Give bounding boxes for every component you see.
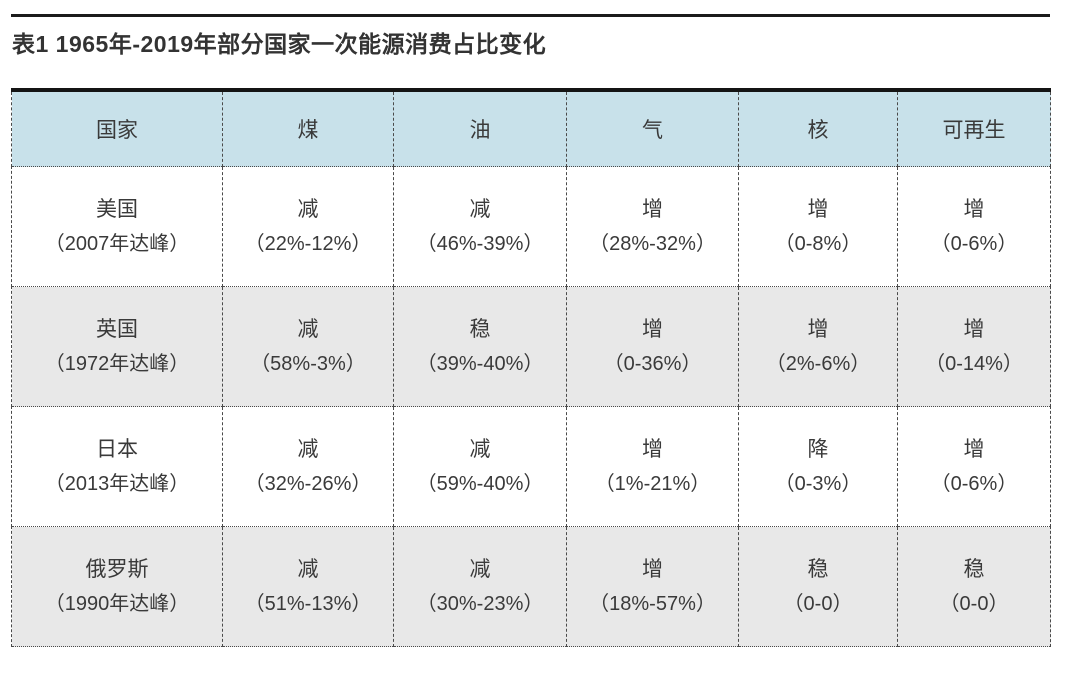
trend-range: （0-14%）	[925, 352, 1023, 375]
gas-cell: 增 （1%-21%）	[566, 406, 739, 527]
gas-cell: 增 （28%-32%）	[566, 166, 739, 287]
trend-range: （32%-26%）	[244, 472, 372, 495]
trend-label: 减	[469, 557, 491, 581]
country-peak-year: （2013年达峰）	[44, 472, 190, 495]
trend-range: （0-3%）	[774, 472, 862, 495]
trend-range: （46%-39%）	[416, 232, 544, 255]
trend-range: （22%-12%）	[244, 232, 372, 255]
column-header-country: 国家	[11, 90, 223, 167]
trend-label: 减	[469, 197, 491, 221]
trend-label: 增	[642, 197, 663, 221]
country-name: 俄罗斯	[85, 557, 149, 581]
country-name: 日本	[96, 437, 138, 461]
renewable-cell: 稳 （0-0）	[897, 526, 1051, 647]
oil-cell: 减 （59%-40%）	[393, 406, 567, 527]
trend-range: （58%-3%）	[250, 352, 366, 375]
renewable-cell: 增 （0-14%）	[897, 286, 1051, 407]
table-row-uk: 英国 （1972年达峰） 减 （58%-3%） 稳 （39%-40%） 增 （0…	[11, 286, 1051, 407]
trend-label: 增	[963, 197, 985, 221]
column-header-nuclear: 核	[738, 90, 898, 167]
energy-table: 国家 煤 油 气 核 可再生 美国 （2007年达峰） 减 （22%-12%）	[11, 88, 1051, 647]
trend-range: （1%-21%）	[594, 472, 711, 495]
trend-label: 增	[963, 437, 985, 461]
trend-label: 增	[642, 557, 663, 581]
nuclear-cell: 增 （0-8%）	[738, 166, 898, 287]
column-header-renewable: 可再生	[897, 90, 1051, 167]
trend-label: 减	[297, 317, 319, 341]
oil-cell: 减 （46%-39%）	[393, 166, 567, 287]
country-cell: 英国 （1972年达峰）	[11, 286, 223, 407]
country-cell: 美国 （2007年达峰）	[11, 166, 223, 287]
nuclear-cell: 增 （2%-6%）	[738, 286, 898, 407]
trend-label: 稳	[469, 317, 491, 341]
trend-range: （2%-6%）	[765, 352, 871, 375]
country-peak-year: （2007年达峰）	[44, 232, 190, 255]
trend-label: 减	[297, 437, 319, 461]
trend-label: 增	[642, 437, 663, 461]
oil-cell: 稳 （39%-40%）	[393, 286, 567, 407]
trend-range: （28%-32%）	[589, 232, 716, 255]
trend-range: （0-36%）	[603, 352, 702, 375]
country-peak-year: （1990年达峰）	[44, 592, 190, 615]
header-row: 国家 煤 油 气 核 可再生	[11, 90, 1051, 167]
trend-label: 稳	[807, 557, 829, 581]
table-row-russia: 俄罗斯 （1990年达峰） 减 （51%-13%） 减 （30%-23%） 增 …	[11, 526, 1051, 647]
trend-range: （30%-23%）	[416, 592, 544, 615]
trend-label: 增	[807, 317, 829, 341]
coal-cell: 减 （58%-3%）	[222, 286, 394, 407]
nuclear-cell: 降 （0-3%）	[738, 406, 898, 527]
trend-range: （0-0）	[939, 592, 1009, 615]
trend-label: 减	[469, 437, 491, 461]
trend-range: （0-8%）	[774, 232, 862, 255]
trend-range: （59%-40%）	[416, 472, 544, 495]
trend-label: 增	[642, 317, 663, 341]
trend-label: 增	[807, 197, 829, 221]
trend-range: （18%-57%）	[589, 592, 716, 615]
table-row-usa: 美国 （2007年达峰） 减 （22%-12%） 减 （46%-39%） 增 （…	[11, 166, 1051, 287]
gas-cell: 增 （0-36%）	[566, 286, 739, 407]
trend-range: （51%-13%）	[244, 592, 372, 615]
country-name: 英国	[96, 317, 138, 341]
coal-cell: 减 （32%-26%）	[222, 406, 394, 527]
renewable-cell: 增 （0-6%）	[897, 166, 1051, 287]
column-header-oil: 油	[393, 90, 567, 167]
coal-cell: 减 （51%-13%）	[222, 526, 394, 647]
top-rule	[11, 14, 1050, 17]
trend-range: （0-6%）	[930, 472, 1018, 495]
country-peak-year: （1972年达峰）	[44, 352, 190, 375]
table-row-japan: 日本 （2013年达峰） 减 （32%-26%） 减 （59%-40%） 增 （…	[11, 406, 1051, 527]
nuclear-cell: 稳 （0-0）	[738, 526, 898, 647]
trend-range: （0-6%）	[930, 232, 1018, 255]
country-name: 美国	[96, 197, 138, 221]
trend-range: （39%-40%）	[416, 352, 544, 375]
page-title: 表1 1965年-2019年部分国家一次能源消费占比变化	[12, 31, 547, 57]
trend-label: 降	[807, 437, 829, 461]
trend-label: 减	[297, 557, 319, 581]
country-cell: 俄罗斯 （1990年达峰）	[11, 526, 223, 647]
coal-cell: 减 （22%-12%）	[222, 166, 394, 287]
trend-label: 稳	[963, 557, 985, 581]
renewable-cell: 增 （0-6%）	[897, 406, 1051, 527]
gas-cell: 增 （18%-57%）	[566, 526, 739, 647]
trend-range: （0-0）	[783, 592, 853, 615]
trend-label: 增	[963, 317, 985, 341]
country-cell: 日本 （2013年达峰）	[11, 406, 223, 527]
oil-cell: 减 （30%-23%）	[393, 526, 567, 647]
trend-label: 减	[297, 197, 319, 221]
column-header-gas: 气	[566, 90, 739, 167]
column-header-coal: 煤	[222, 90, 394, 167]
